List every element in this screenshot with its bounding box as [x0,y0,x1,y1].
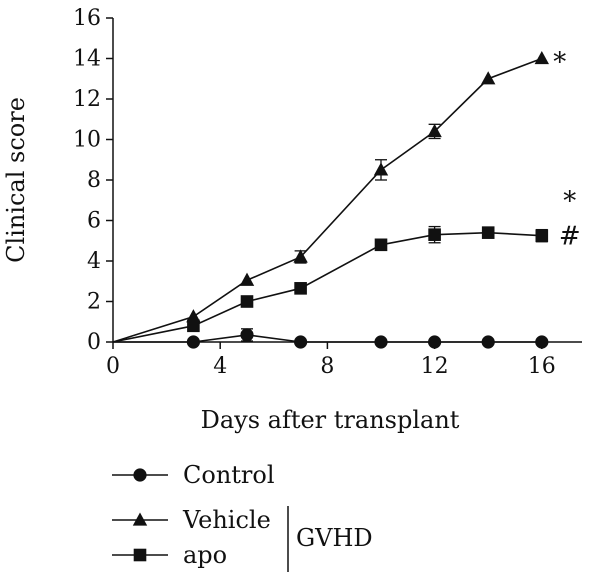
y-tick-label: 6 [87,209,101,234]
legend: Control Vehicle apo GVHD [112,461,373,572]
y-tick-label: 4 [87,249,101,274]
significance-marker: * [553,48,566,78]
data-point [481,71,496,85]
series-line [112,231,542,343]
data-point [535,335,549,349]
data-point [373,162,389,176]
y-tick-label: 14 [73,47,101,72]
data-point [294,282,307,295]
data-point [240,295,254,308]
legend-group-label: GVHD [296,524,373,552]
x-tick-label: 4 [213,354,227,379]
data-point [481,335,495,349]
data-point [534,50,549,65]
data-point [186,309,201,323]
significance-marker: * [563,187,576,217]
x-tick-label: 16 [528,354,556,379]
data-point [427,123,442,138]
data-point [240,328,254,342]
x-axis-title: Days after transplant [201,406,460,434]
data-point [187,319,200,333]
legend-item-vehicle: Vehicle [112,506,271,534]
x-tick-label: 0 [106,354,120,379]
series-vehicle [112,50,549,343]
legend-marker [133,468,147,482]
series-line [112,57,543,343]
significance-marker: # [559,222,581,252]
series-layer [112,50,549,349]
y-tick-label: 10 [73,128,101,153]
series-apo [112,225,549,343]
series-line [113,334,542,343]
y-tick-label: 12 [73,87,101,112]
legend-marker [132,512,148,526]
y-tick-label: 8 [87,168,101,193]
legend-label: apo [183,541,227,569]
data-point [186,335,200,349]
y-axis-title: Clinical score [2,97,30,263]
legend-label: Control [183,461,275,489]
data-point [535,229,549,242]
y-tick-label: 0 [87,330,101,355]
data-point [428,228,441,241]
series-control [113,328,549,349]
data-point [481,226,495,239]
data-point [293,249,308,263]
y-tick-label: 16 [73,6,101,31]
data-point [239,272,255,286]
data-point [374,238,388,252]
legend-item-control: Control [112,461,275,489]
data-point [374,335,388,349]
annotation-layer: * * # [553,48,580,252]
data-point [294,335,308,349]
y-tick-label: 2 [87,290,101,315]
data-point [428,335,442,349]
x-tick-label: 8 [320,354,334,379]
axes: 0 2 4 6 8 10 12 14 16 0 4 8 12 16 [73,6,582,379]
legend-label: Vehicle [182,506,271,534]
legend-item-apo: apo [112,541,227,569]
x-tick-label: 12 [421,354,449,379]
legend-marker [133,548,147,562]
